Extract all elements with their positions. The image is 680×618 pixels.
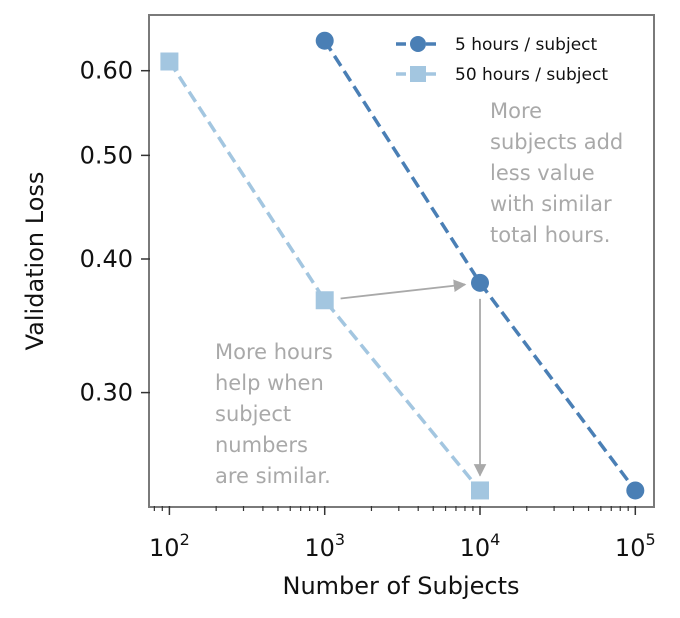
data-point (626, 481, 645, 500)
data-point (315, 291, 334, 310)
x-axis-label: Number of Subjects (282, 572, 519, 600)
series-line-2 (167, 60, 482, 492)
x-axis-ticks: 102 103 104 105 (149, 506, 656, 562)
data-point (315, 31, 334, 50)
x-tick-label: 104 (460, 530, 501, 562)
annotation-text: More subjects add less value with similar to… (490, 99, 623, 247)
legend-marker (410, 66, 426, 82)
x-minor-ticks (153, 506, 629, 511)
data-point (471, 273, 490, 292)
data-point (160, 52, 179, 71)
y-axis-ticks: 0.30 0.40 0.50 0.60 (80, 57, 150, 407)
legend-label: 50 hours / subject (455, 65, 608, 85)
annotation-arrows (340, 279, 487, 477)
y-axis-label: Validation Loss (21, 172, 49, 351)
legend: 5 hours / subject 50 hours / subject (396, 35, 608, 85)
legend-label: 5 hours / subject (455, 35, 598, 55)
y-tick-label: 0.50 (80, 141, 133, 169)
y-tick-label: 0.30 (80, 379, 133, 407)
plot-frame (148, 14, 655, 508)
x-tick-label: 103 (304, 530, 345, 562)
series-line-1 (323, 39, 637, 492)
annotation-text: More hours help when subject numbers are sim… (215, 340, 333, 488)
series-layer (160, 31, 645, 500)
data-point (471, 481, 490, 500)
x-tick-label: 105 (615, 530, 656, 562)
annotation-arrow (340, 279, 467, 300)
annotations: More subjects add less value with similar to… (215, 99, 623, 488)
y-tick-label: 0.60 (80, 57, 133, 85)
y-tick-label: 0.40 (80, 245, 133, 273)
x-tick-label: 102 (149, 530, 190, 562)
legend-marker (410, 36, 426, 52)
